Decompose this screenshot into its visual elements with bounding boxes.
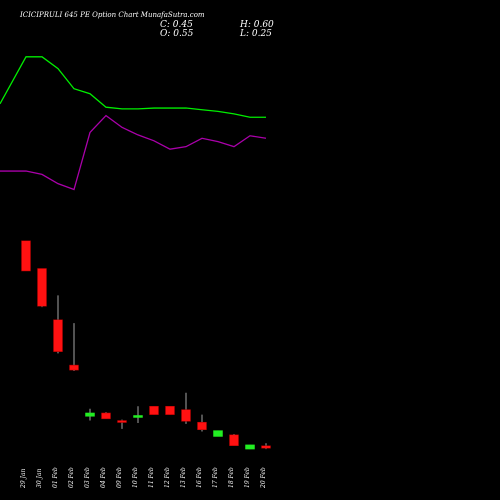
candle-body xyxy=(229,434,239,446)
candle-body xyxy=(213,430,223,437)
x-tick-label: 18 Feb xyxy=(228,467,235,488)
open-value: O: 0.55 xyxy=(160,29,194,39)
x-tick-label: 02 Feb xyxy=(68,467,75,488)
chart-title: ICICIPRULI 645 PE Option Chart MunafaSut… xyxy=(20,11,205,19)
candle-body xyxy=(165,405,175,415)
candle xyxy=(69,323,79,371)
high-value: H: 0.60 xyxy=(240,20,274,30)
x-tick-label: 12 Feb xyxy=(164,467,171,488)
x-tick-label: 17 Feb xyxy=(212,467,219,488)
x-tick-label: 20 Feb xyxy=(260,467,267,489)
x-tick-label: 01 Feb xyxy=(52,467,59,488)
candle xyxy=(85,408,95,421)
candle-body xyxy=(261,445,271,449)
candle-body xyxy=(245,444,255,450)
ma-green-line xyxy=(0,56,266,118)
candle-body xyxy=(85,412,95,417)
candle xyxy=(53,295,63,354)
candles xyxy=(21,240,271,450)
candle-body xyxy=(133,415,143,418)
candle xyxy=(245,444,255,450)
candle xyxy=(165,405,175,415)
candle-body xyxy=(69,364,79,371)
candle xyxy=(133,406,143,424)
candle xyxy=(197,414,207,432)
candle xyxy=(101,412,111,420)
x-tick-label: 03 Feb xyxy=(84,467,91,488)
x-tick-label: 30 Jan xyxy=(36,468,43,488)
candle xyxy=(37,268,47,308)
candle-body xyxy=(101,412,111,420)
x-axis-labels: 29 Jan 30 Jan 01 Feb 02 Feb 03 Feb 04 Feb 09 F… xyxy=(20,467,267,489)
close-value: C: 0.45 xyxy=(160,20,193,30)
candle-body xyxy=(53,319,63,352)
x-tick-label: 19 Feb xyxy=(244,467,251,488)
x-tick-label: 09 Feb xyxy=(116,467,123,488)
candle xyxy=(229,433,239,446)
x-tick-label: 04 Feb xyxy=(100,467,107,488)
candle xyxy=(149,405,159,415)
low-value: L: 0.25 xyxy=(240,29,272,39)
ma-purple-line xyxy=(0,114,267,191)
candle-body xyxy=(37,268,47,307)
candle-body xyxy=(197,421,207,431)
candle xyxy=(117,419,127,429)
x-tick-label: 13 Feb xyxy=(180,467,187,488)
candle xyxy=(213,430,223,437)
x-tick-label: 16 Feb xyxy=(196,467,203,488)
x-tick-label: 11 Feb xyxy=(148,467,155,488)
candle-body xyxy=(117,420,127,423)
candle-body xyxy=(181,409,191,422)
candle-body xyxy=(149,405,159,415)
candle xyxy=(261,443,271,450)
x-tick-label: 10 Feb xyxy=(132,467,139,488)
x-tick-label: 29 Jan xyxy=(20,468,27,489)
candle-body xyxy=(21,240,31,272)
candle xyxy=(181,392,191,424)
candle xyxy=(21,240,31,272)
moving-averages xyxy=(0,56,267,191)
